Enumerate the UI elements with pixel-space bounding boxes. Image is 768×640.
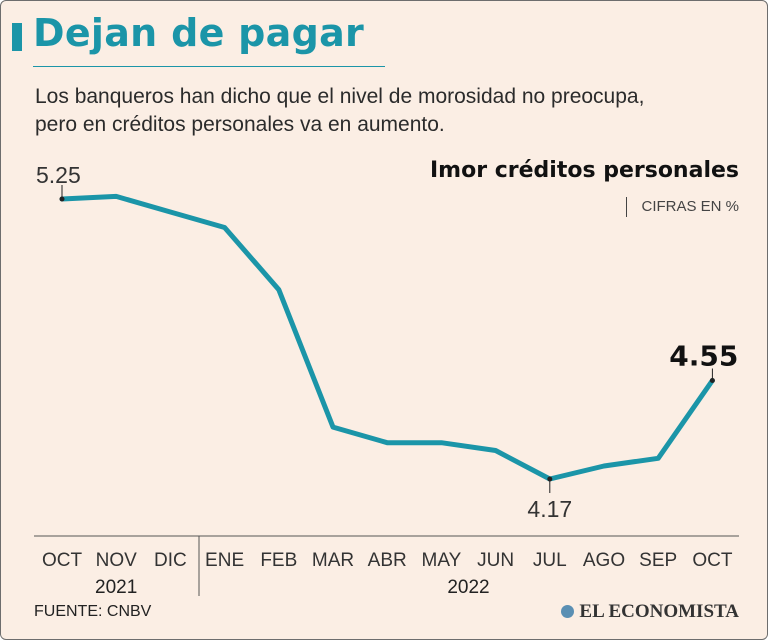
title-underline [33,66,385,67]
data-point-marker [547,476,553,482]
x-tick-label: NOV [96,550,138,571]
year-label: 2022 [447,577,489,598]
subtitle: Los banqueros han dicho que el nivel de … [35,83,755,139]
x-tick-label: JUL [533,550,567,571]
x-tick-label: SEP [639,550,677,571]
data-label: 5.25 [36,162,81,188]
page-title: Dejan de pagar [33,11,365,55]
title-accent-bar [12,23,22,51]
year-label: 2021 [95,577,137,598]
x-tick-label: FEB [260,550,297,571]
x-tick-label: JUN [477,550,514,571]
brand-name: EL ECONOMISTA [579,601,739,622]
x-tick-label: ABR [368,550,407,571]
data-point-marker [59,196,65,202]
brand-logo: EL ECONOMISTA [561,601,739,623]
x-tick-label: MAR [312,550,354,571]
logo-dot-icon [561,605,575,618]
x-tick-label: MAY [422,550,462,571]
data-label-highlight: 4.55 [669,339,738,372]
data-point-marker [709,377,715,383]
series-line [59,193,715,482]
data-label: 4.17 [527,496,572,522]
chart-units: CIFRAS EN % [626,197,739,217]
subtitle-line-2: pero en créditos personales va en aument… [35,113,445,136]
x-tick-label: DIC [154,550,187,571]
x-tick-label: OCT [42,550,83,571]
x-tick-label: AGO [583,550,625,571]
x-tick-label: OCT [692,550,733,571]
source-note: FUENTE: CNBV [34,603,152,620]
subtitle-line-1: Los banqueros han dicho que el nivel de … [35,85,645,108]
x-tick-label: ENE [205,550,244,571]
chart-title: Imor créditos personales [429,158,739,183]
